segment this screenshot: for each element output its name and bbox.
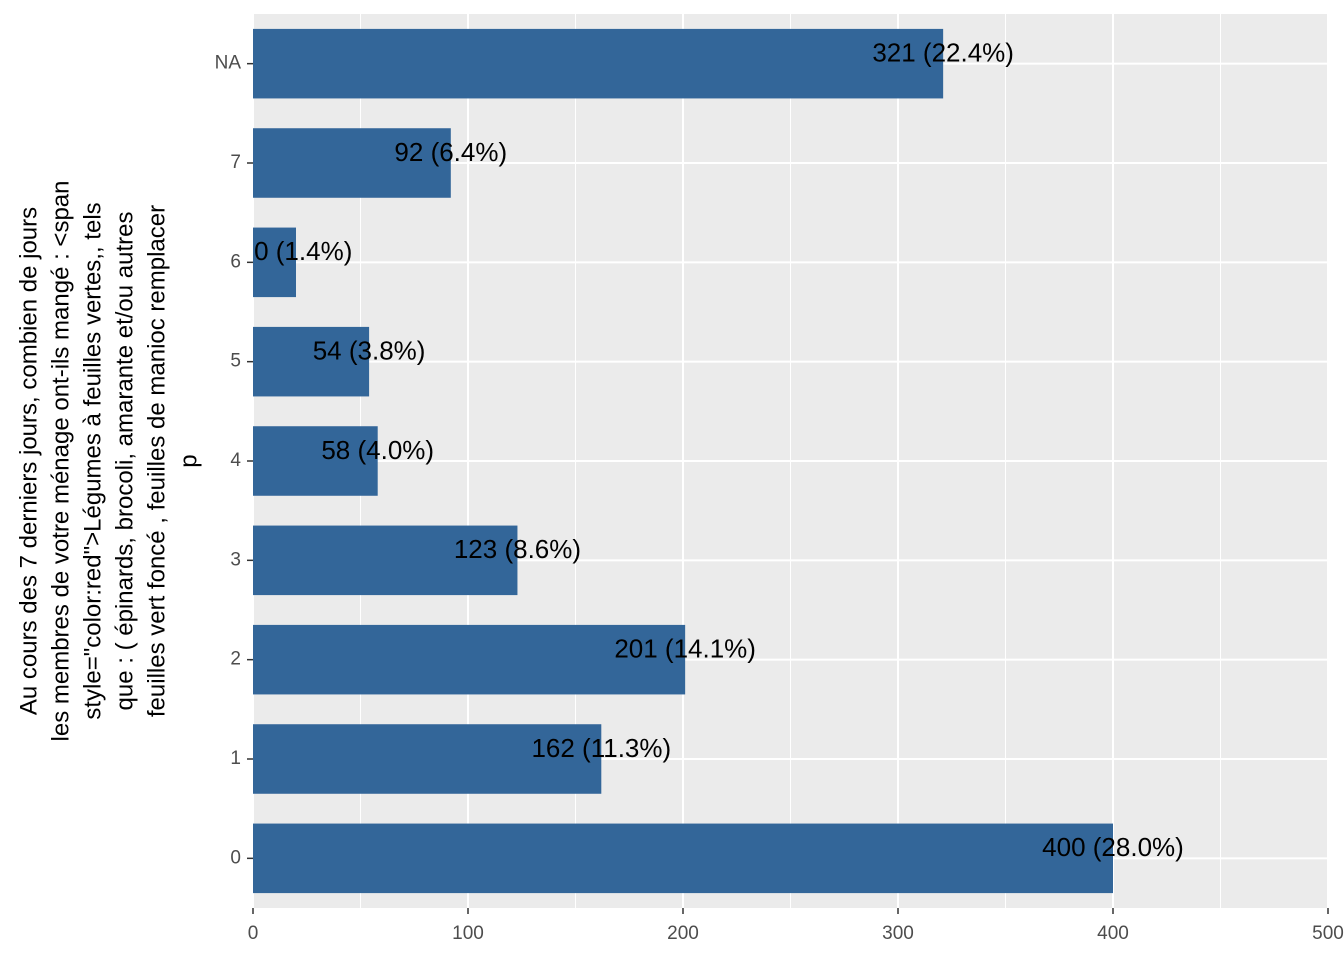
y-axis-title: feuilles vert foncé , feuilles de manioc… (143, 205, 170, 717)
x-tick-label: 200 (667, 923, 699, 944)
y-tick-label: 1 (230, 748, 241, 769)
y-axis-title: que : ( épinards, brocoli, amarante et/o… (111, 212, 138, 711)
bar (253, 426, 378, 496)
value-label: 54 (3.8%) (313, 336, 426, 366)
value-label: 20 (1.4%) (240, 236, 353, 266)
y-tick-label: 5 (230, 351, 241, 372)
bar (253, 128, 451, 198)
y-tick-label: 7 (230, 152, 241, 173)
value-label: 123 (8.6%) (454, 534, 581, 564)
x-tick-label: 500 (1312, 923, 1344, 944)
y-axis-title: les membres de votre ménage ont-ils mang… (47, 181, 74, 742)
axes: 0 100 200 300 400 500 0 1 2 3 4 5 6 7 NA Au cours des 7… (15, 53, 1344, 944)
y-tick-label: 2 (230, 649, 241, 670)
y-axis-title: style="color:red">Légumes à feuilles ver… (79, 202, 106, 719)
y-tick-label: 4 (230, 450, 241, 471)
x-tick-label: 300 (882, 923, 914, 944)
bar (253, 227, 296, 298)
value-label: 201 (14.1%) (614, 634, 756, 664)
bar (253, 724, 602, 794)
y-tick-label: NA (215, 53, 242, 74)
y-tick-label: 3 (230, 549, 241, 570)
bar (253, 823, 1113, 894)
value-label: 162 (11.3%) (531, 733, 671, 763)
bar (253, 525, 518, 596)
value-label: 92 (6.4%) (394, 137, 507, 167)
bars: 400 (28.0%) 162 (11.3%) 201 (14.1%) 123 (8.… (240, 28, 1184, 894)
y-tick-label: 0 (230, 847, 241, 868)
bar (253, 624, 686, 695)
y-axis-title: Au cours des 7 derniers jours, combien d… (15, 207, 42, 715)
x-tick-label: 100 (452, 923, 484, 944)
value-label: 400 (28.0%) (1042, 832, 1184, 862)
value-label: 321 (22.4%) (872, 38, 1014, 68)
y-axis-title: p (175, 454, 202, 467)
x-tick-label: 0 (248, 923, 259, 944)
bar (253, 28, 944, 99)
grid (252, 14, 1329, 908)
x-tick-label: 400 (1097, 923, 1129, 944)
y-tick-label: 6 (230, 251, 241, 272)
bar (253, 326, 370, 397)
value-label: 58 (4.0%) (321, 435, 434, 465)
